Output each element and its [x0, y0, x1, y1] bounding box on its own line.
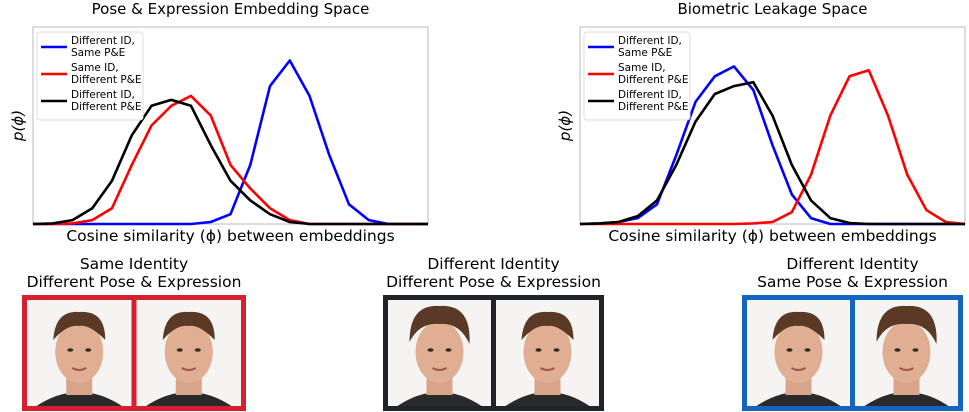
eye: [85, 348, 92, 352]
eye: [786, 348, 793, 352]
x-axis-label: Cosine similarity (ϕ) between embeddings: [66, 227, 394, 245]
eye: [176, 348, 183, 352]
plot-frame: [579, 26, 966, 225]
shirt: [144, 392, 233, 407]
legend-label: Different ID, Same P&E: [71, 35, 135, 59]
panel-title: Same Identity Different Pose & Expressio…: [26, 255, 242, 291]
y-axis-label: p(ϕ): [9, 110, 27, 142]
legend-box: [583, 31, 691, 121]
face: [882, 321, 931, 383]
face: [164, 321, 213, 383]
hair: [53, 311, 106, 340]
face: [415, 321, 464, 383]
eye: [427, 348, 434, 352]
hair: [521, 311, 574, 340]
shirt: [35, 392, 124, 407]
density-curve: [580, 69, 966, 226]
eye: [194, 348, 201, 352]
photo-frame: [22, 295, 246, 411]
shirt: [504, 392, 591, 407]
shirt: [863, 392, 950, 407]
eye: [67, 348, 74, 352]
face: [523, 321, 572, 383]
legend-label: Different ID, Different P&E: [618, 89, 689, 113]
hair: [772, 311, 825, 340]
mouth: [899, 367, 914, 371]
density-curve: [33, 59, 428, 226]
hair: [876, 305, 937, 344]
eye: [912, 348, 919, 352]
mouth: [71, 367, 87, 371]
eye: [553, 348, 560, 352]
eye: [804, 348, 811, 352]
photo-frame: [742, 295, 963, 411]
legend-label: Same ID, Different P&E: [71, 62, 142, 86]
y-axis-label: p(ϕ): [556, 110, 574, 142]
eye: [535, 348, 542, 352]
chart-title: Biometric Leakage Space: [677, 0, 867, 18]
chart-title: Pose & Expression Embedding Space: [92, 0, 370, 18]
shirt: [755, 392, 842, 407]
density-curve: [32, 98, 428, 226]
eye: [894, 348, 901, 352]
legend-label: Different ID, Same P&E: [618, 35, 682, 59]
mouth: [181, 367, 197, 371]
legend-label: Same ID, Different P&E: [618, 62, 689, 86]
photo-frame: [383, 295, 604, 411]
shirt: [396, 392, 483, 407]
hair: [162, 311, 215, 340]
legend-label: Different ID, Different P&E: [71, 89, 142, 113]
panel-title: Different Identity Same Pose & Expressio…: [757, 255, 948, 291]
eye: [445, 348, 452, 352]
density-curve: [579, 80, 965, 226]
mouth: [791, 367, 806, 371]
face: [774, 321, 823, 383]
mouth: [432, 367, 447, 371]
panel-title: Different Identity Different Pose & Expr…: [386, 255, 601, 291]
legend-box: [36, 31, 144, 121]
face: [55, 321, 104, 383]
mouth: [540, 367, 555, 371]
plot-frame: [32, 26, 429, 225]
x-axis-label: Cosine similarity (ϕ) between embeddings: [608, 227, 936, 245]
hair: [409, 305, 470, 344]
